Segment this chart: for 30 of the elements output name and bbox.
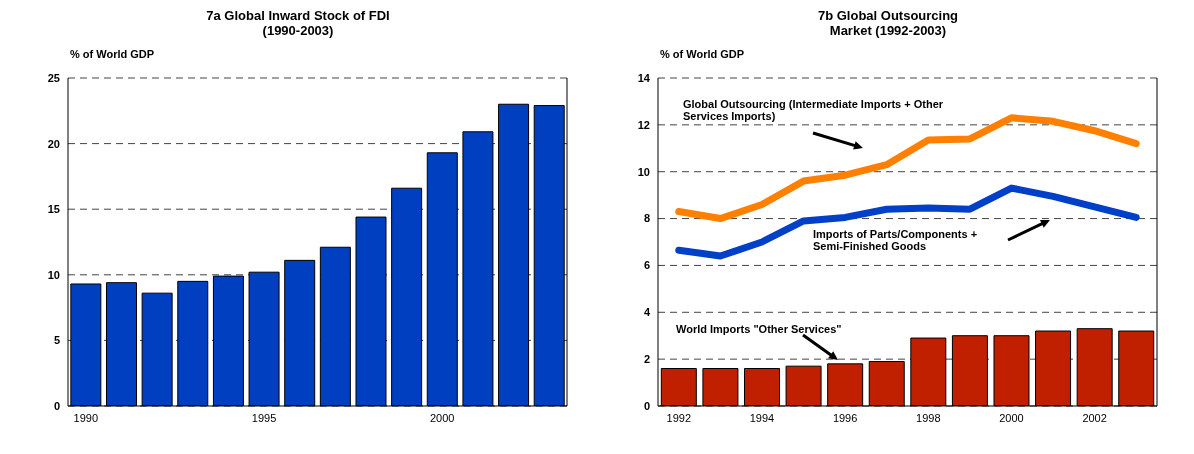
y-axis-title: % of World GDP bbox=[660, 48, 745, 60]
y-tick-label: 4 bbox=[643, 306, 651, 319]
text: World Imports "Other Services" bbox=[676, 323, 843, 335]
chart-title: 7b Global Outsourcing Market (1992-2003) bbox=[816, 8, 960, 38]
y-axis-title: % of World GDP bbox=[70, 48, 155, 60]
y-tick-label: 8 bbox=[643, 212, 650, 225]
x-tick-label: 1995 bbox=[251, 411, 277, 424]
x-tick-label: 1998 bbox=[916, 411, 941, 424]
y-tick-label: 10 bbox=[637, 165, 650, 178]
series-label: Imports of Parts/Components + Semi-Finished Goods bbox=[813, 228, 979, 252]
x-tick-label: 2002 bbox=[1082, 411, 1107, 424]
x-tick-label: 1990 bbox=[73, 411, 99, 424]
y-tick-label: 0 bbox=[643, 399, 650, 412]
x-tick-label: 2000 bbox=[999, 411, 1024, 424]
x-tick-label: 1992 bbox=[666, 411, 692, 424]
series-label: Global Outsourcing (Intermediate Imports + Other Services Imports) bbox=[683, 98, 945, 122]
y-tick-label: 12 bbox=[637, 118, 650, 131]
x-tick-label: 1996 bbox=[832, 411, 858, 424]
y-tick-label: 20 bbox=[47, 137, 60, 150]
y-tick-label: 2 bbox=[643, 353, 650, 366]
y-tick-label: 6 bbox=[643, 259, 650, 272]
y-tick-label: 5 bbox=[53, 334, 60, 347]
chart-title: 7a Global Inward Stock of FDI (1990-2003) bbox=[205, 8, 391, 38]
y-tick-label: 10 bbox=[47, 268, 60, 281]
y-tick-label: 15 bbox=[47, 203, 60, 216]
x-tick-label: 1994 bbox=[749, 411, 775, 424]
y-tick-label: 0 bbox=[53, 399, 60, 412]
y-tick-label: 25 bbox=[47, 71, 60, 84]
x-tick-label: 2000 bbox=[430, 411, 455, 424]
y-tick-label: 14 bbox=[637, 71, 651, 84]
